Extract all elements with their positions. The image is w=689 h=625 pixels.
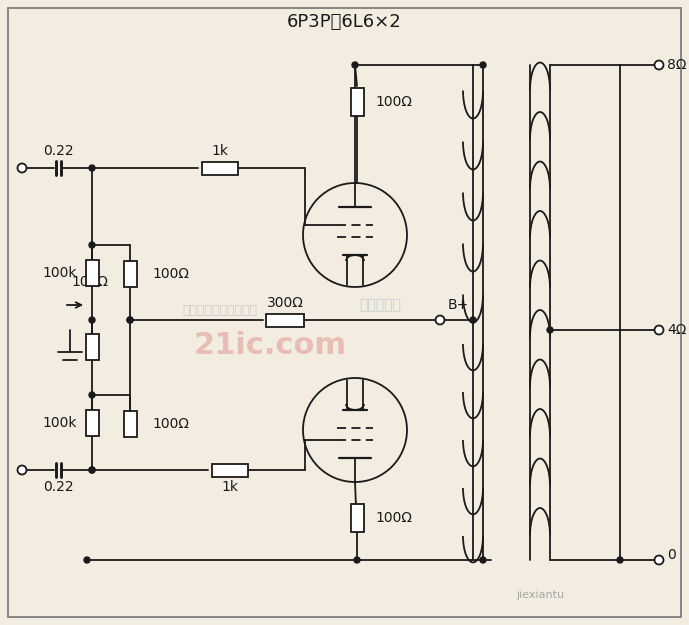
Bar: [351, 88, 364, 116]
Circle shape: [655, 61, 664, 69]
Circle shape: [89, 392, 95, 398]
Text: 21ic.com: 21ic.com: [194, 331, 347, 359]
Text: 100k: 100k: [43, 266, 77, 280]
Text: 0: 0: [667, 548, 676, 562]
Text: 6P3P、6L6×2: 6P3P、6L6×2: [287, 13, 402, 31]
Text: 300Ω: 300Ω: [267, 296, 303, 310]
Text: jiexiantu: jiexiantu: [516, 590, 564, 600]
Text: 杭州将零科技有限公司: 杭州将零科技有限公司: [183, 304, 258, 316]
Circle shape: [655, 326, 664, 334]
Circle shape: [89, 317, 95, 323]
Bar: [85, 260, 99, 286]
Circle shape: [17, 164, 26, 172]
Text: 100k: 100k: [43, 416, 77, 430]
Text: B+: B+: [448, 298, 469, 312]
Text: 100Ω: 100Ω: [375, 511, 412, 525]
Bar: [202, 161, 238, 174]
Circle shape: [354, 557, 360, 563]
Circle shape: [89, 467, 95, 473]
Bar: [212, 464, 248, 476]
Bar: [123, 261, 136, 287]
Text: 0.22: 0.22: [43, 144, 73, 158]
Text: 100Ω: 100Ω: [72, 275, 108, 289]
Bar: [85, 410, 99, 436]
Text: 0.22: 0.22: [43, 480, 73, 494]
Circle shape: [352, 62, 358, 68]
Circle shape: [127, 317, 133, 323]
Text: 中国电子网: 中国电子网: [359, 298, 401, 312]
Circle shape: [480, 557, 486, 563]
Circle shape: [17, 466, 26, 474]
Text: 1k: 1k: [221, 480, 238, 494]
Circle shape: [547, 327, 553, 333]
Circle shape: [435, 316, 444, 324]
Text: 1k: 1k: [212, 144, 229, 158]
Circle shape: [89, 467, 95, 473]
Text: 100Ω: 100Ω: [152, 267, 189, 281]
Text: 4Ω: 4Ω: [667, 323, 686, 337]
Circle shape: [89, 242, 95, 248]
Text: 100Ω: 100Ω: [152, 417, 189, 431]
Circle shape: [480, 62, 486, 68]
Bar: [85, 334, 99, 360]
Text: 100Ω: 100Ω: [375, 95, 412, 109]
Circle shape: [84, 557, 90, 563]
Circle shape: [470, 317, 476, 323]
Circle shape: [617, 557, 623, 563]
Bar: [123, 411, 136, 437]
Circle shape: [89, 165, 95, 171]
Text: 8Ω: 8Ω: [667, 58, 686, 72]
Bar: [266, 314, 304, 326]
Bar: [351, 504, 364, 532]
Circle shape: [127, 317, 133, 323]
Circle shape: [655, 556, 664, 564]
